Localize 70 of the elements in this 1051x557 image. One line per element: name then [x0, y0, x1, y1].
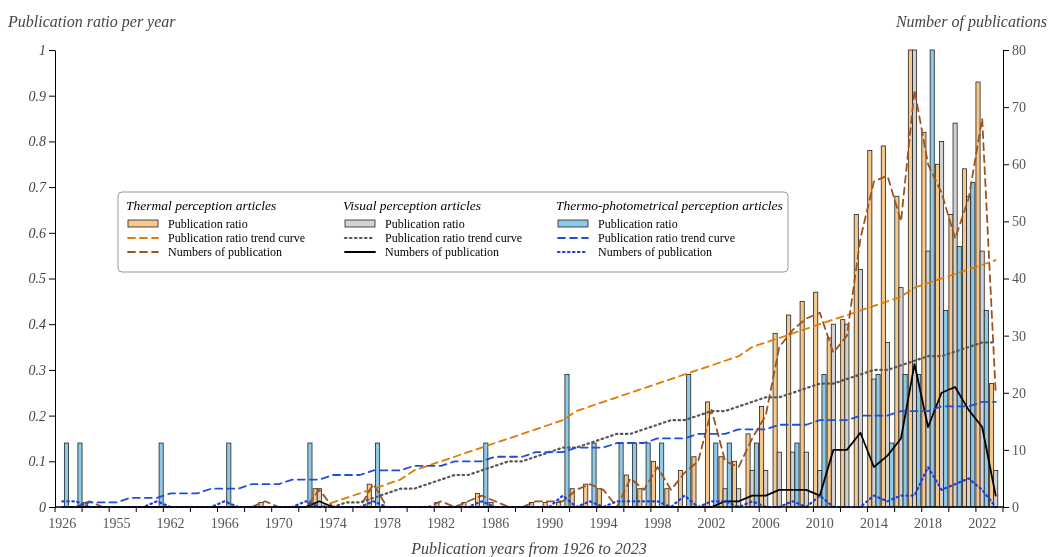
x-tick-label: 2006 — [751, 516, 780, 532]
x-tick-label: 1966 — [210, 516, 239, 532]
y2-tick-label: 50 — [1012, 214, 1026, 230]
x-tick-label: 1955 — [102, 516, 131, 532]
legend-label: Publication ratio trend curve — [598, 231, 735, 245]
bar — [939, 141, 945, 508]
y2-tick-label: 20 — [1012, 385, 1026, 401]
legend-label: Numbers of publication — [385, 245, 499, 259]
y2-tick-label: 10 — [1012, 442, 1026, 458]
y2-tick-label: 70 — [1012, 100, 1026, 116]
bar — [813, 291, 819, 508]
x-tick-label: 1986 — [481, 516, 510, 532]
bar — [867, 150, 873, 508]
bar — [705, 401, 710, 508]
y-tick-label: 0.7 — [28, 180, 47, 196]
bar — [830, 323, 836, 508]
bar — [912, 49, 918, 508]
legend-label: Publication ratio trend curve — [168, 231, 305, 245]
x-tick-label: 1962 — [156, 516, 185, 532]
y-axis-title: Publication ratio per year — [7, 13, 177, 31]
bar — [542, 502, 548, 508]
legend-label: Publication ratio — [168, 217, 248, 231]
x-tick-label: 2002 — [697, 516, 726, 532]
bar — [158, 442, 164, 508]
line-series — [318, 259, 997, 508]
legend-label: Numbers of publication — [168, 245, 282, 259]
bar — [952, 122, 958, 508]
bar — [745, 433, 751, 508]
legend-label: Numbers of publication — [598, 245, 712, 259]
bar — [929, 49, 935, 508]
x-tick-label: 1978 — [372, 516, 401, 532]
y-tick-label: 0.5 — [28, 271, 46, 287]
y2-tick-label: 40 — [1012, 271, 1026, 287]
y-tick-label: 1 — [39, 42, 46, 58]
legend-label: Publication ratio — [598, 217, 678, 231]
bar — [307, 442, 313, 508]
bar — [844, 323, 850, 508]
y-tick-label: 0.6 — [28, 225, 46, 241]
y-tick-label: 0.3 — [28, 362, 46, 378]
x-tick-label: 1994 — [589, 516, 618, 532]
bar — [63, 442, 69, 508]
y2-tick-label: 80 — [1012, 42, 1026, 58]
x-tick-label: 1926 — [48, 516, 77, 532]
legend-label: Publication ratio — [385, 217, 465, 231]
bar — [226, 442, 232, 508]
y2-axis-title: Number of publications — [894, 13, 1047, 31]
bar — [786, 314, 792, 508]
x-tick-label: 2010 — [805, 516, 834, 532]
annotation: Thermo-photometrical perception articles — [556, 198, 783, 213]
x-tick-label: 2022 — [968, 516, 997, 532]
x-tick-label: 1970 — [264, 516, 293, 532]
y-tick-label: 0.4 — [28, 317, 46, 333]
x-tick-label: 1998 — [643, 516, 672, 532]
x-tick-label: 2018 — [914, 516, 943, 532]
y2-tick-label: 30 — [1012, 328, 1026, 344]
annotation: Thermal perception articles — [126, 198, 277, 213]
y2-tick-label: 0 — [1012, 499, 1019, 515]
y-tick-label: 0.2 — [28, 408, 46, 424]
x-tick-label: 1974 — [318, 516, 347, 532]
y-tick-label: 0.9 — [28, 88, 46, 104]
x-axis-title: Publication years from 1926 to 2023 — [410, 540, 647, 557]
annotation: Visual perception articles — [343, 198, 481, 213]
legend-label: Publication ratio trend curve — [385, 231, 522, 245]
y-tick-label: 0.8 — [28, 134, 46, 150]
x-tick-label: 1990 — [535, 516, 564, 532]
y2-tick-label: 60 — [1012, 157, 1026, 173]
x-tick-label: 2014 — [859, 516, 888, 532]
y-tick-label: 0 — [39, 499, 46, 515]
y-tick-label: 0.1 — [28, 454, 46, 470]
x-tick-label: 1982 — [427, 516, 456, 532]
